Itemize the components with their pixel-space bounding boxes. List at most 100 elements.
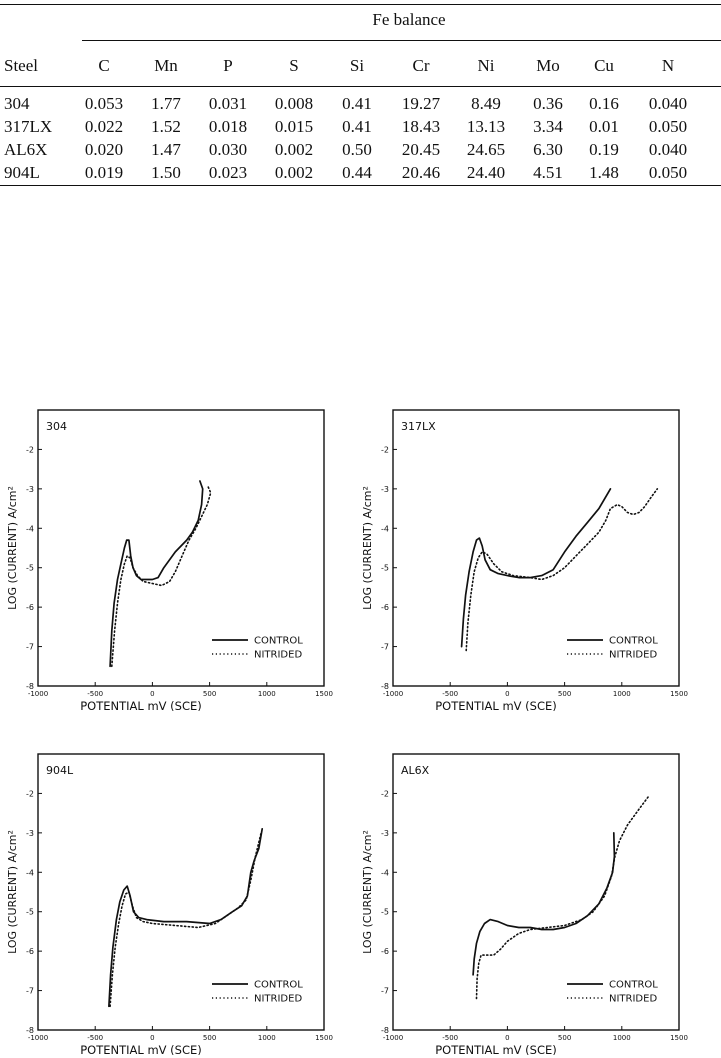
table-cell: 13.13 bbox=[466, 117, 506, 136]
y-tick-label: -5 bbox=[381, 564, 389, 573]
y-tick-label: -4 bbox=[26, 524, 34, 533]
table-cell: 0.031 bbox=[208, 94, 248, 113]
polarization-plot-304: 304 -2 -3 -4 -5 -6 -7 -8-1000 -500 0 500 1000 1500 PO… bbox=[6, 409, 333, 711]
y-axis-label: LOG (CURRENT) A/cm² bbox=[6, 486, 19, 610]
y-tick-label: -4 bbox=[26, 868, 34, 877]
table-cell: 0.050 bbox=[648, 163, 688, 182]
table-row-steel-name: 904L bbox=[4, 163, 40, 182]
table-col-header: N bbox=[661, 56, 675, 75]
series-line-control bbox=[472, 832, 616, 976]
plot-panel-904l: 904L -2 -3 -4 -5 -6 -7 -8 -1000 -500 0 500 1000 1500 P… bbox=[0, 720, 360, 1055]
plot-title: 317LX bbox=[401, 420, 436, 433]
y-tick-label: -5 bbox=[381, 908, 389, 917]
y-tick-label: -2 bbox=[381, 789, 389, 798]
table-cell: 0.019 bbox=[84, 163, 124, 182]
table-cell: 0.50 bbox=[342, 140, 372, 159]
series-line-nitrided bbox=[465, 488, 659, 652]
table-row-steel-name: AL6X bbox=[4, 140, 48, 159]
y-tick-label: -6 bbox=[26, 947, 34, 956]
y-tick-label: -5 bbox=[26, 908, 34, 917]
table-col-header: S bbox=[289, 56, 299, 75]
table-cell: 0.053 bbox=[84, 94, 124, 113]
table-col-header: Mn bbox=[154, 56, 178, 75]
table-cell: 0.41 bbox=[342, 94, 372, 113]
legend-label: NITRIDED bbox=[254, 650, 302, 661]
table-cell: 0.020 bbox=[84, 140, 124, 159]
table-cell: 0.36 bbox=[533, 94, 563, 113]
x-axis-label: POTENTIAL mV (SCE) bbox=[435, 699, 557, 711]
table-cell: 0.015 bbox=[274, 117, 314, 136]
y-tick-label: -3 bbox=[26, 485, 34, 494]
plot-panel-317lx: 317LX -2 -3 -4 -5 -6 -7 -8 -1000 -500 0 500 1000 1500… bbox=[355, 376, 715, 711]
table-cell: 0.19 bbox=[589, 140, 619, 159]
y-tick-label: -4 bbox=[381, 524, 389, 533]
x-tick-label: -1000 bbox=[383, 1034, 403, 1042]
y-tick-label: -3 bbox=[381, 829, 389, 838]
x-tick-label: -1000 bbox=[383, 690, 403, 698]
y-tick-label: -8 bbox=[381, 682, 389, 691]
y-tick-label: -2 bbox=[26, 445, 34, 454]
legend-label: CONTROL bbox=[609, 636, 658, 647]
plot-frame bbox=[37, 409, 325, 687]
y-axis-label: LOG (CURRENT) A/cm² bbox=[361, 486, 374, 610]
x-tick-label: 1000 bbox=[613, 690, 631, 698]
table-col-header-steel: Steel bbox=[4, 56, 38, 75]
x-tick-label: 500 bbox=[558, 1034, 571, 1042]
table-cell: 4.51 bbox=[533, 163, 563, 182]
table-cell: 0.023 bbox=[208, 163, 248, 182]
table-cell: 0.040 bbox=[648, 94, 688, 113]
table-cell: 0.16 bbox=[589, 94, 619, 113]
table-cell: 1.77 bbox=[151, 94, 181, 113]
plot-frame bbox=[392, 753, 680, 1031]
series-line-control bbox=[460, 488, 612, 648]
y-tick-label: -7 bbox=[381, 987, 389, 996]
y-tick-label: -7 bbox=[26, 643, 34, 652]
x-axis-label: POTENTIAL mV (SCE) bbox=[80, 699, 202, 711]
y-tick-label: -6 bbox=[381, 603, 389, 612]
table-cell: 0.44 bbox=[342, 163, 372, 182]
y-tick-label: -8 bbox=[381, 1026, 389, 1035]
table-col-header: Si bbox=[349, 56, 365, 75]
table-cell: 0.050 bbox=[648, 117, 688, 136]
table-cell: 3.34 bbox=[533, 117, 563, 136]
x-tick-label: 1500 bbox=[670, 690, 688, 698]
x-tick-label: 1000 bbox=[258, 690, 276, 698]
x-tick-label: 0 bbox=[505, 690, 509, 698]
polarization-plot-al6x: AL6X -2 -3 -4 -5 -6 -7 -8-1000 -500 0 500 1000 1500 P… bbox=[361, 753, 688, 1055]
x-tick-label: 1500 bbox=[315, 1034, 333, 1042]
y-axis-label: LOG (CURRENT) A/cm² bbox=[6, 830, 19, 954]
table-cell: 19.27 bbox=[401, 94, 441, 113]
table-cell: 0.008 bbox=[274, 94, 314, 113]
y-tick-label: -2 bbox=[381, 445, 389, 454]
table-cell: 0.002 bbox=[274, 140, 314, 159]
table-col-header: Ni bbox=[477, 56, 495, 75]
x-tick-label: 500 bbox=[203, 1034, 216, 1042]
table-col-header: P bbox=[223, 56, 233, 75]
x-tick-label: 1000 bbox=[258, 1034, 276, 1042]
table-cell: 1.50 bbox=[151, 163, 181, 182]
table-bottom-rule bbox=[0, 185, 721, 186]
table-row-steel-name: 304 bbox=[4, 94, 30, 113]
table-group-rule bbox=[82, 40, 721, 41]
y-tick-label: -4 bbox=[381, 868, 389, 877]
x-tick-label: -1000 bbox=[28, 690, 48, 698]
table-cell: 24.65 bbox=[466, 140, 506, 159]
plot-frame bbox=[392, 409, 680, 687]
table-cell: 20.46 bbox=[401, 163, 441, 182]
table-cell: 0.018 bbox=[208, 117, 248, 136]
table-cell: 1.52 bbox=[151, 117, 181, 136]
table-row-steel-name: 317LX bbox=[4, 117, 53, 136]
table-cell: 6.30 bbox=[533, 140, 563, 159]
table-cell: 20.45 bbox=[401, 140, 441, 159]
table-cell: 0.01 bbox=[589, 117, 619, 136]
table-cell: 0.040 bbox=[648, 140, 688, 159]
polarization-plot-904l: 904L -2 -3 -4 -5 -6 -7 -8-1000 -500 0 500 1000 1500 P… bbox=[6, 753, 333, 1055]
y-tick-label: -8 bbox=[26, 1026, 34, 1035]
polarization-plot-317lx: 317LX -2 -3 -4 -5 -6 -7 -8-1000 -500 0 500 1000 1500… bbox=[361, 409, 688, 711]
plot-title: 904L bbox=[46, 764, 74, 777]
x-tick-label: 1000 bbox=[613, 1034, 631, 1042]
x-tick-label: 0 bbox=[505, 1034, 509, 1042]
plot-panel-al6x: AL6X -2 -3 -4 -5 -6 -7 -8 -1000 -500 0 500 1000 1500 P… bbox=[355, 720, 715, 1055]
table-group-header: Fe balance bbox=[372, 10, 446, 29]
series-line-nitrided bbox=[109, 832, 262, 1008]
